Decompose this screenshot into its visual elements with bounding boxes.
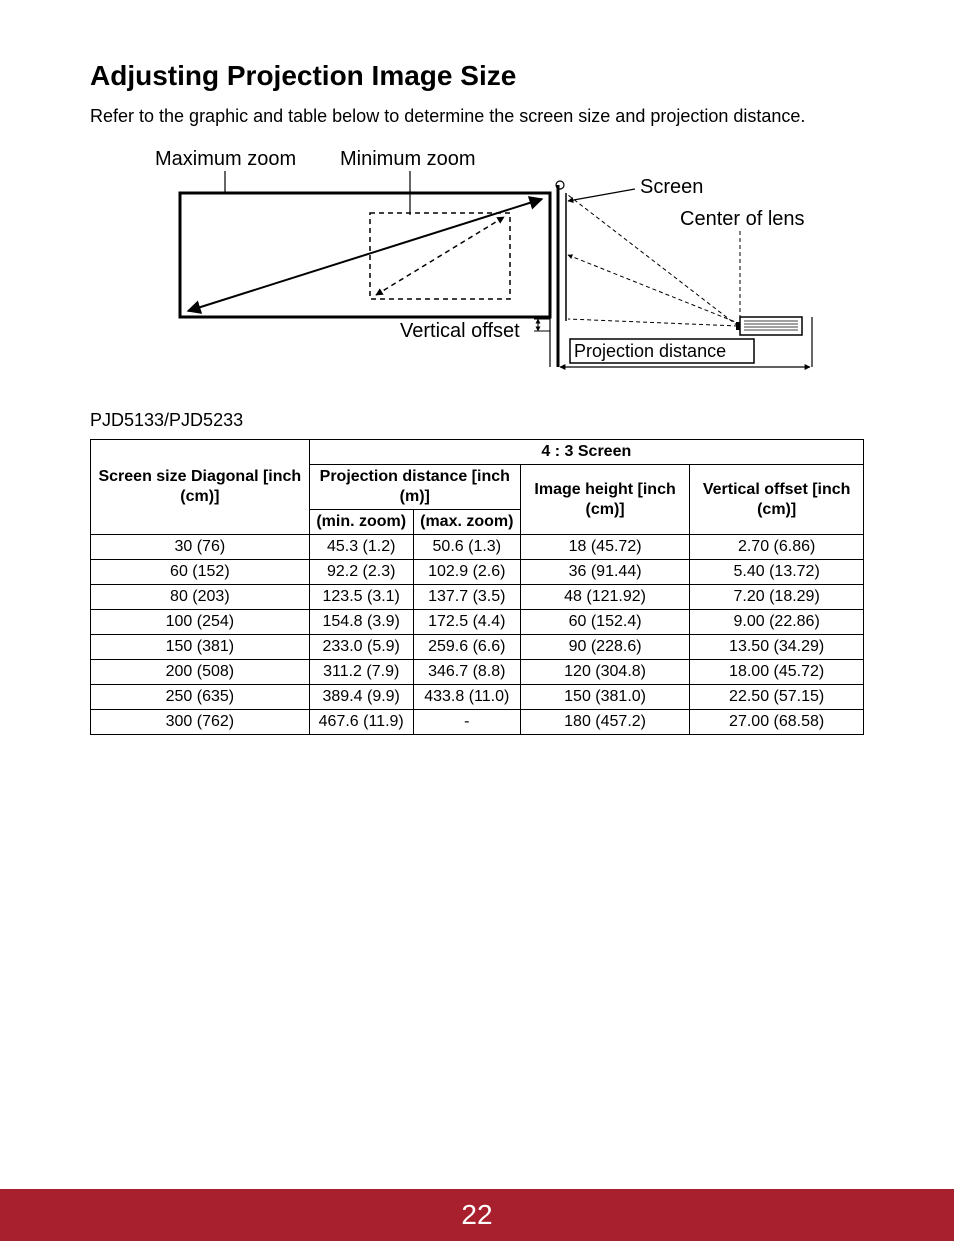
max-zoom-label: Maximum zoom: [155, 148, 296, 170]
table-cell: 92.2 (2.3): [309, 560, 413, 585]
table-cell: 346.7 (8.8): [413, 660, 520, 685]
table-cell: 60 (152.4): [520, 610, 689, 635]
table-cell: 172.5 (4.4): [413, 610, 520, 635]
col-image-height: Image height [inch (cm)]: [520, 465, 689, 535]
table-cell: 30 (76): [91, 535, 310, 560]
table-cell: 50.6 (1.3): [413, 535, 520, 560]
table-row: 60 (152)92.2 (2.3)102.9 (2.6)36 (91.44)5…: [91, 560, 864, 585]
table-row: 30 (76)45.3 (1.2)50.6 (1.3)18 (45.72)2.7…: [91, 535, 864, 560]
table-cell: 300 (762): [91, 710, 310, 735]
model-label: PJD5133/PJD5233: [90, 410, 864, 431]
page-number: 22: [461, 1199, 492, 1230]
vertical-offset-label: Vertical offset: [400, 320, 520, 342]
table-cell: 27.00 (68.58): [690, 710, 864, 735]
table-row: 100 (254)154.8 (3.9)172.5 (4.4)60 (152.4…: [91, 610, 864, 635]
table-cell: 5.40 (13.72): [690, 560, 864, 585]
screen-label: Screen: [640, 176, 703, 198]
table-cell: 154.8 (3.9): [309, 610, 413, 635]
projection-table: Screen size Diagonal [inch (cm)] 4 : 3 S…: [90, 439, 864, 735]
projection-distance-label: Projection distance: [574, 341, 726, 361]
table-row: 300 (762)467.6 (11.9)-180 (457.2)27.00 (…: [91, 710, 864, 735]
col-projection-distance: Projection distance [inch (m)]: [309, 465, 520, 510]
table-row: 80 (203)123.5 (3.1)137.7 (3.5)48 (121.92…: [91, 585, 864, 610]
table-cell: 48 (121.92): [520, 585, 689, 610]
table-cell: 102.9 (2.6): [413, 560, 520, 585]
table-cell: 22.50 (57.15): [690, 685, 864, 710]
col-vertical-offset: Vertical offset [inch (cm)]: [690, 465, 864, 535]
table-cell: 2.70 (6.86): [690, 535, 864, 560]
page-footer: 22: [0, 1189, 954, 1241]
table-cell: 13.50 (34.29): [690, 635, 864, 660]
table-cell: 233.0 (5.9): [309, 635, 413, 660]
table-cell: 259.6 (6.6): [413, 635, 520, 660]
table-cell: 7.20 (18.29): [690, 585, 864, 610]
table-cell: 45.3 (1.2): [309, 535, 413, 560]
table-cell: 36 (91.44): [520, 560, 689, 585]
table-cell: 433.8 (11.0): [413, 685, 520, 710]
table-cell: 467.6 (11.9): [309, 710, 413, 735]
table-row: 150 (381)233.0 (5.9)259.6 (6.6)90 (228.6…: [91, 635, 864, 660]
table-cell: 18.00 (45.72): [690, 660, 864, 685]
col-min-zoom: (min. zoom): [309, 510, 413, 535]
table-cell: 120 (304.8): [520, 660, 689, 685]
table-row: 200 (508)311.2 (7.9)346.7 (8.8)120 (304.…: [91, 660, 864, 685]
table-cell: 90 (228.6): [520, 635, 689, 660]
projection-diagram: Maximum zoom Minimum zoom Screen: [120, 145, 864, 380]
page-title: Adjusting Projection Image Size: [90, 60, 864, 92]
col-screen-size: Screen size Diagonal [inch (cm)]: [91, 440, 310, 535]
table-cell: 180 (457.2): [520, 710, 689, 735]
table-cell: 150 (381.0): [520, 685, 689, 710]
table-cell: 123.5 (3.1): [309, 585, 413, 610]
table-cell: 200 (508): [91, 660, 310, 685]
table-cell: 18 (45.72): [520, 535, 689, 560]
center-of-lens-label: Center of lens: [680, 208, 805, 230]
table-cell: 80 (203): [91, 585, 310, 610]
table-cell: 137.7 (3.5): [413, 585, 520, 610]
table-cell: 60 (152): [91, 560, 310, 585]
min-zoom-label: Minimum zoom: [340, 148, 476, 170]
table-row: 250 (635)389.4 (9.9)433.8 (11.0)150 (381…: [91, 685, 864, 710]
table-cell: 150 (381): [91, 635, 310, 660]
table-cell: 100 (254): [91, 610, 310, 635]
table-cell: 389.4 (9.9): [309, 685, 413, 710]
table-cell: -: [413, 710, 520, 735]
table-cell: 311.2 (7.9): [309, 660, 413, 685]
col-max-zoom: (max. zoom): [413, 510, 520, 535]
intro-text: Refer to the graphic and table below to …: [90, 106, 864, 127]
table-cell: 9.00 (22.86): [690, 610, 864, 635]
col-screen-ratio: 4 : 3 Screen: [309, 440, 863, 465]
table-cell: 250 (635): [91, 685, 310, 710]
